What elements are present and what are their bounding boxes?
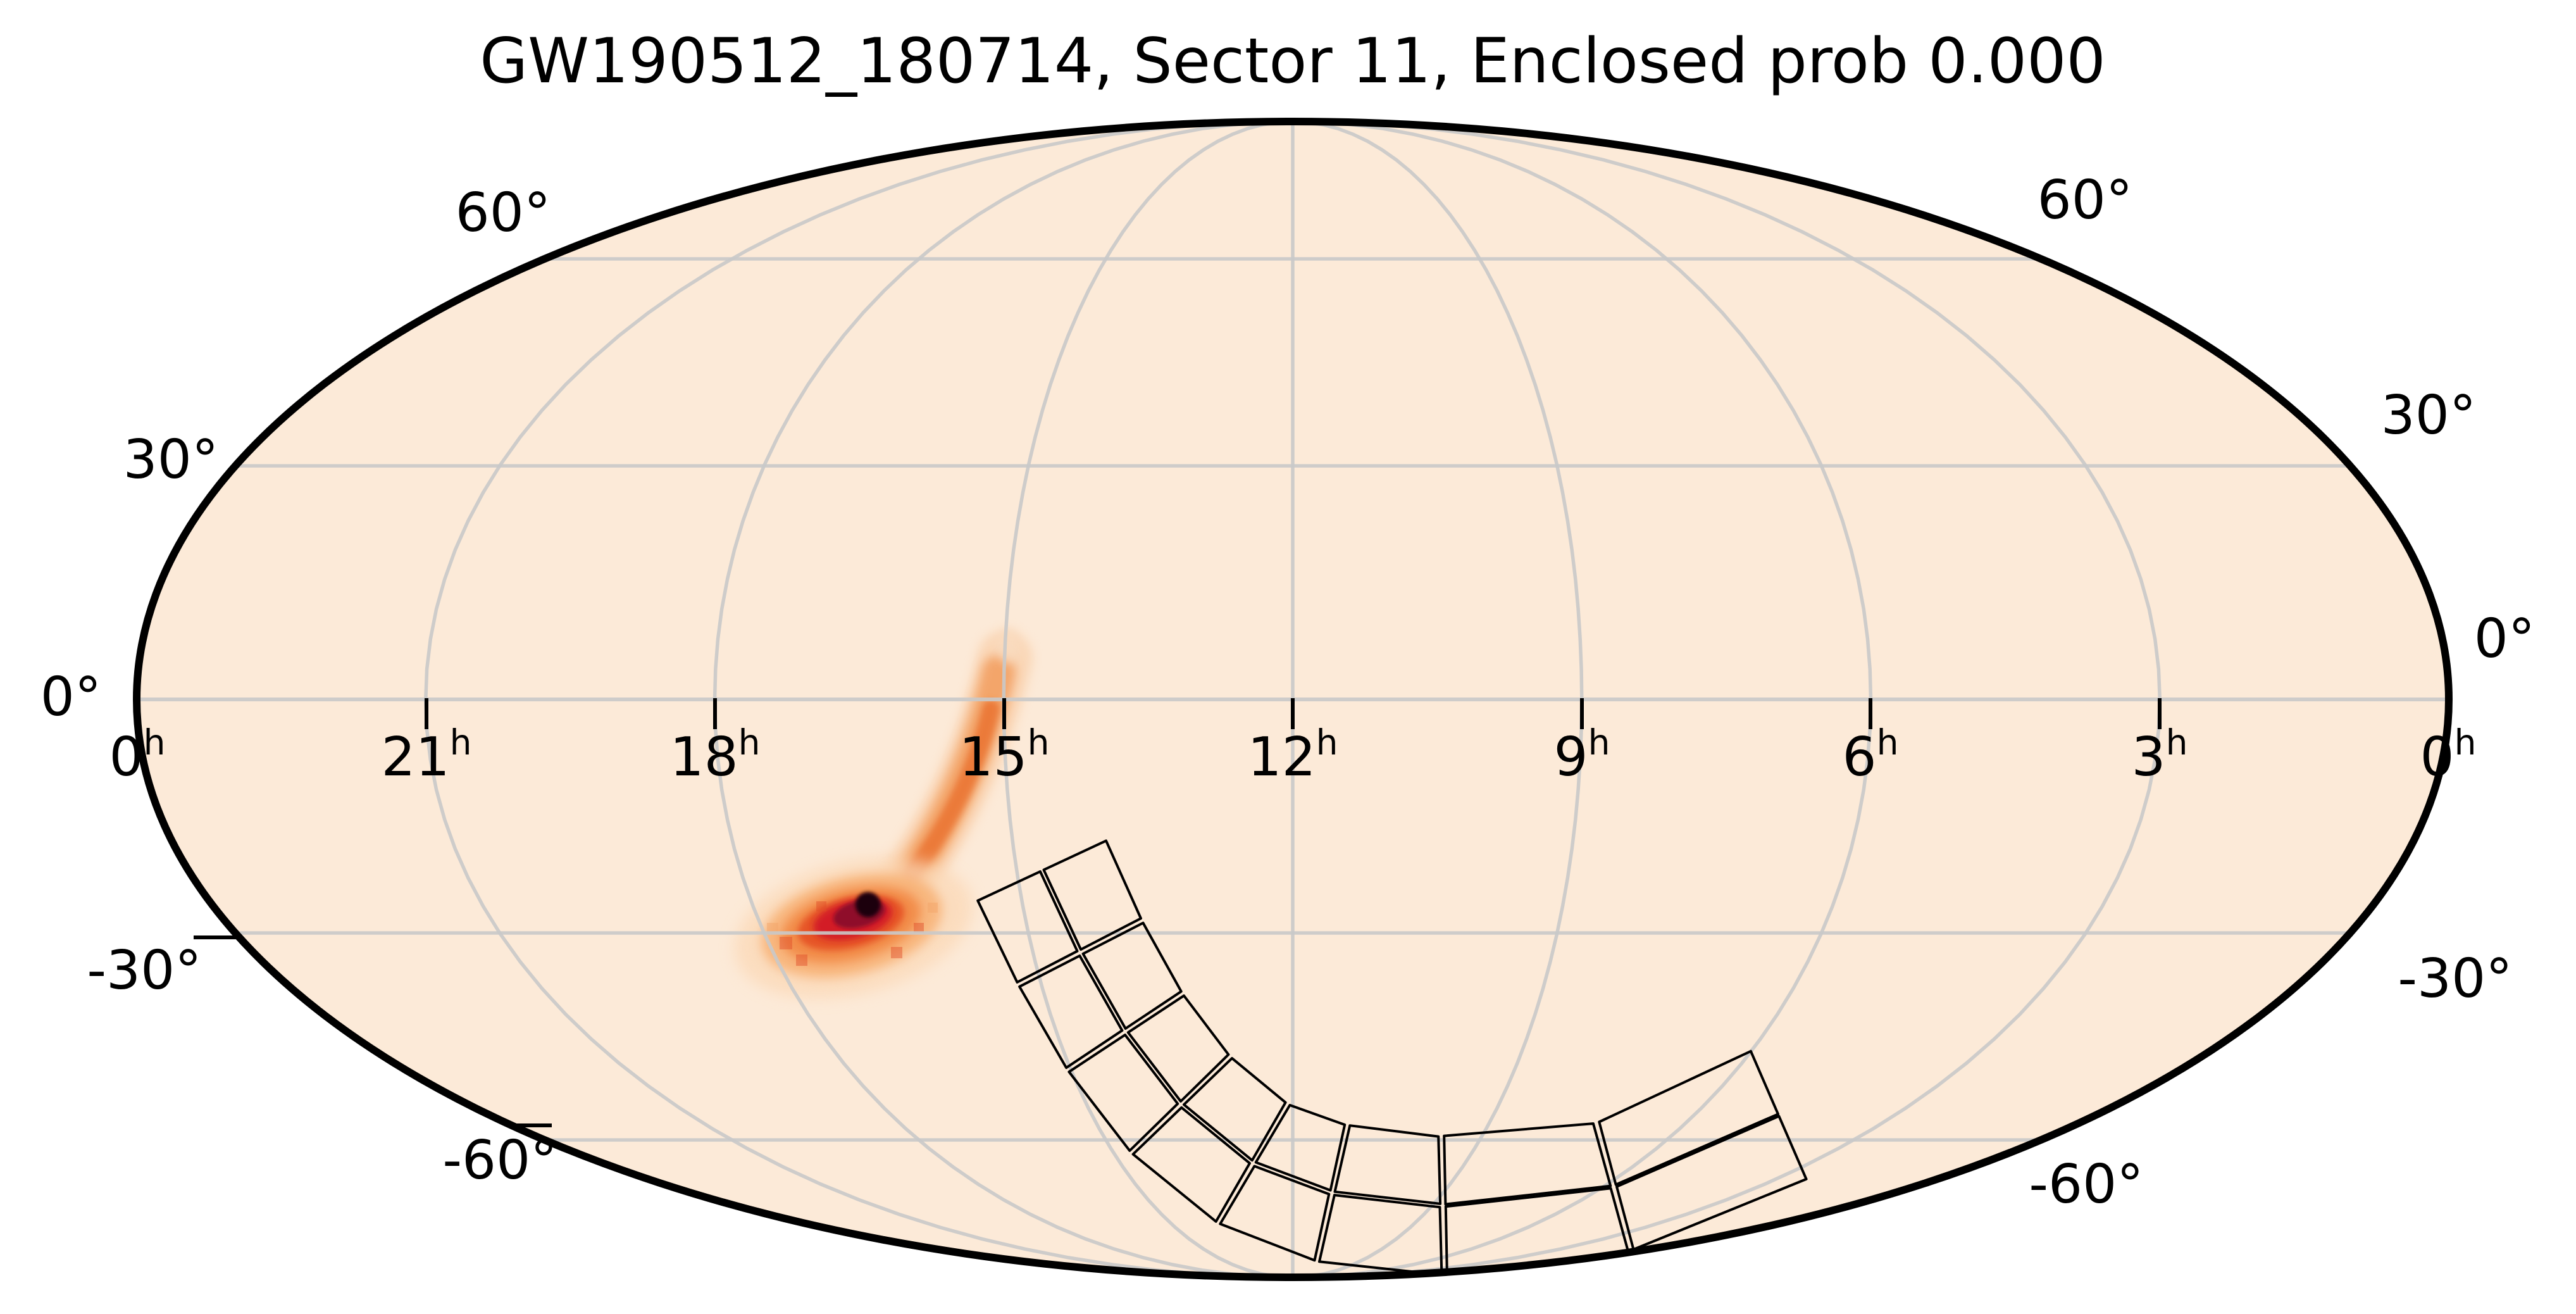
footprint-ccd-cell [1615,1115,1808,1251]
tess-footprint [976,839,1808,1276]
footprint-ccd-cell [1333,1124,1442,1205]
dec-tick-label-right: 0° [2474,608,2536,670]
footprint-ccd-cell [1067,1034,1179,1152]
blob-pixel-texture [767,901,938,966]
blob-core [855,892,881,918]
ra-tick-label: 12h [1247,722,1338,789]
ra-tick-label: 3h [2132,722,2188,789]
dec-tick-label-right: -60° [2029,1153,2143,1216]
probability-tail [878,628,1033,909]
ra-tick-label: 0h [2420,722,2477,789]
plot-title: GW190512_180714, Sector 11, Enclosed pro… [480,25,2106,97]
map-outline [133,118,2453,1281]
footprint-ccd-cell [1081,922,1183,1030]
ra-tick-label: 9h [1554,722,1610,789]
ra-tick-label: 6h [1843,722,1899,789]
footprint-ccd-cell [1254,1104,1347,1192]
probability-density-layer [734,628,1033,998]
footprint-ccd-cell [1183,1056,1287,1162]
dec-tick-label-right: 60° [2038,169,2133,232]
footprint-ccd-cell [1598,1049,1779,1186]
axis-labels: 0h 21h 18h 15h 12h 9h 6h 3h 0h 60° 30° 0° -30° -60° 60… [40,169,2536,1216]
dec-tick-label-left: 30° [123,429,219,491]
tail-faint-tip [998,628,1019,663]
footprint-ccd-cell [1219,1165,1331,1262]
tail-core [902,700,1000,884]
dec-tick-label-left: 0° [40,666,102,729]
footprint-ccd-cell [1018,954,1124,1069]
ra-tick-label: 0h [109,722,166,789]
footprint-ccd-cell [1126,994,1230,1103]
dec-tick-label-left: 60° [456,182,551,244]
ra-tick-label: 18h [669,722,760,789]
footprint-ccd-cell [1131,1106,1251,1223]
dec-tick-label-left: -30° [87,939,201,1002]
dec-tick-label-right: -30° [2398,948,2512,1010]
probability-blob [734,857,973,998]
tick-marks [194,698,2162,1127]
footprint-ccd-cell [1042,839,1142,951]
ra-tick-label: 15h [959,722,1049,789]
dec-tick-label-left: -60° [442,1129,557,1192]
footprint-ccd-cell [1443,1122,1612,1206]
footprint-ccd-cell [976,870,1079,984]
dec-tick-label-right: 30° [2381,384,2477,447]
ra-tick-label: 21h [381,722,471,789]
